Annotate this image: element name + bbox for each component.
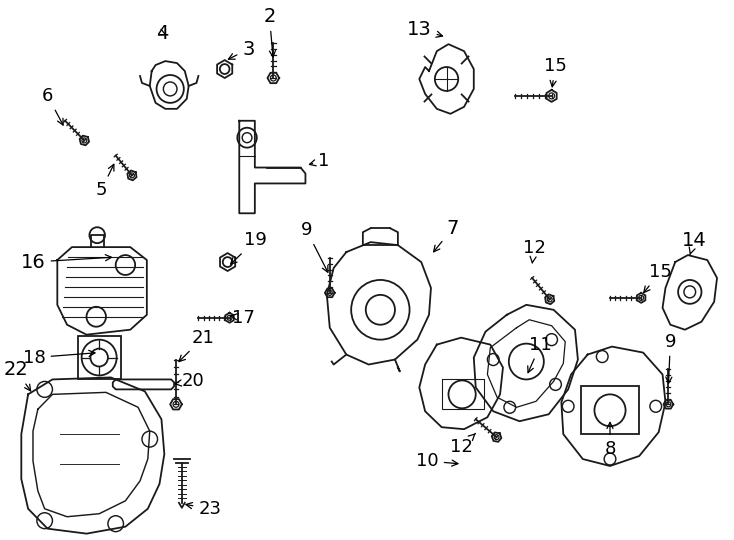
Text: 22: 22 [4, 360, 31, 391]
Text: 15: 15 [544, 57, 567, 87]
Text: 19: 19 [230, 231, 267, 264]
Text: 7: 7 [434, 219, 459, 252]
Text: 4: 4 [156, 24, 169, 43]
Text: 14: 14 [683, 231, 707, 255]
Text: 5: 5 [95, 164, 114, 199]
Bar [581, 387, 639, 434]
Text: 12: 12 [523, 239, 545, 263]
Text: 6: 6 [42, 87, 63, 125]
Text: 11: 11 [528, 336, 552, 373]
Text: 2: 2 [264, 7, 276, 57]
Text: 23: 23 [186, 500, 222, 518]
Text: 21: 21 [179, 329, 214, 362]
Text: 12: 12 [450, 434, 476, 456]
Text: 17: 17 [230, 309, 255, 327]
Text: 1: 1 [310, 152, 330, 170]
Text: 8: 8 [604, 422, 616, 458]
Bar [78, 336, 120, 380]
Text: 20: 20 [175, 373, 205, 390]
Text: 15: 15 [644, 263, 672, 293]
Text: 18: 18 [23, 348, 95, 367]
Text: 3: 3 [228, 39, 255, 59]
Text: 9: 9 [301, 221, 328, 272]
Text: 13: 13 [407, 20, 443, 39]
Text: 10: 10 [416, 452, 458, 470]
Text: 9: 9 [664, 333, 676, 383]
Text: 16: 16 [21, 253, 112, 272]
